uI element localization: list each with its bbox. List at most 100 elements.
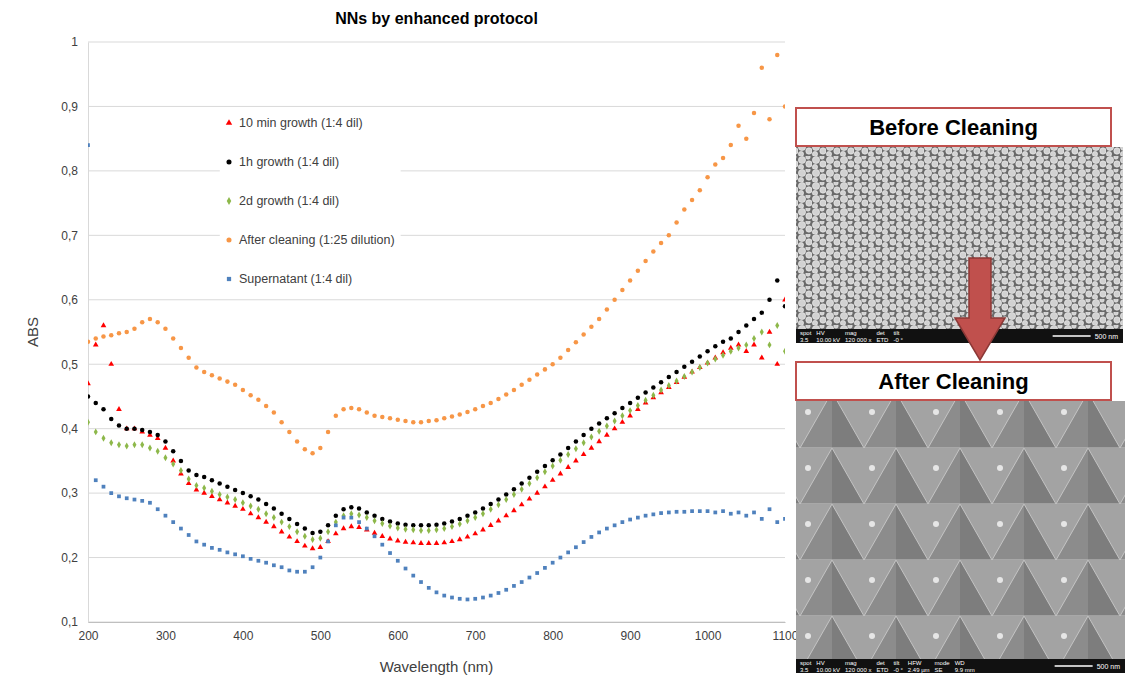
data-point xyxy=(326,528,330,535)
data-point xyxy=(589,426,594,431)
data-point xyxy=(232,503,238,508)
legend: 10 min growth (1:4 dil)1h growth (1:4 di… xyxy=(220,110,401,292)
data-point xyxy=(257,559,261,563)
data-point xyxy=(759,354,765,359)
image-title-box xyxy=(796,108,1111,146)
x-axis-title: Wavelength (nm) xyxy=(380,658,494,675)
data-point xyxy=(488,502,493,507)
data-point xyxy=(410,539,416,544)
data-point xyxy=(566,451,570,458)
data-point xyxy=(674,370,679,375)
data-point xyxy=(783,104,785,109)
data-point xyxy=(310,531,315,536)
data-point xyxy=(280,519,284,526)
data-point xyxy=(287,569,291,573)
data-point xyxy=(767,117,772,122)
data-point xyxy=(264,561,268,565)
series xyxy=(88,296,785,550)
data-point xyxy=(272,410,277,415)
data-point xyxy=(241,554,245,558)
x-tick: 500 xyxy=(311,622,331,643)
info-label: det xyxy=(876,660,885,666)
data-point xyxy=(675,510,679,514)
data-point xyxy=(326,430,331,435)
data-point xyxy=(705,349,710,354)
data-point xyxy=(349,516,353,520)
data-point xyxy=(287,517,292,522)
data-point xyxy=(139,429,145,434)
data-point xyxy=(752,111,757,116)
data-point xyxy=(264,510,268,517)
data-point xyxy=(88,143,90,147)
y-tick-label: 0,7 xyxy=(61,229,78,243)
series xyxy=(88,322,785,543)
data-point xyxy=(535,372,540,377)
data-point xyxy=(737,345,741,352)
grid xyxy=(88,42,785,622)
data-point xyxy=(481,404,486,409)
grid-line xyxy=(88,299,785,300)
info-value: 120 000 x xyxy=(845,667,871,673)
x-axis-line xyxy=(89,622,786,623)
data-point xyxy=(302,543,308,548)
image-panel: spot3.5HV10.00 kVmag120 000 xdetETDtilt-… xyxy=(796,362,1125,673)
y-tick-label: 0,8 xyxy=(61,164,78,178)
data-point xyxy=(605,423,609,430)
data-point xyxy=(682,510,686,514)
data-point xyxy=(752,335,756,342)
data-point xyxy=(109,491,113,495)
data-point xyxy=(612,411,617,416)
data-point xyxy=(774,361,780,366)
data-point xyxy=(744,323,749,328)
data-point xyxy=(210,478,215,483)
data-point xyxy=(218,548,222,552)
data-point xyxy=(334,414,339,419)
data-point xyxy=(272,563,276,567)
data-point xyxy=(643,390,648,395)
y-tick: 0,9 xyxy=(61,100,88,114)
data-point xyxy=(442,525,446,532)
data-point xyxy=(356,524,362,529)
info-value: ETD xyxy=(876,667,889,673)
data-point xyxy=(558,452,563,457)
data-point xyxy=(396,524,400,531)
data-point xyxy=(287,430,292,435)
data-point xyxy=(542,483,548,488)
chart-title: NNs by enhanced protocol xyxy=(335,10,538,27)
data-point xyxy=(124,426,129,431)
data-point xyxy=(504,588,508,592)
data-point xyxy=(496,518,502,523)
data-point xyxy=(163,439,168,444)
data-point xyxy=(148,501,152,505)
data-point xyxy=(566,348,571,353)
data-point xyxy=(179,467,183,474)
data-point xyxy=(303,447,308,452)
data-point xyxy=(566,446,571,451)
x-tick: 400 xyxy=(233,622,253,643)
data-point xyxy=(132,327,137,332)
data-point xyxy=(279,511,284,516)
data-point xyxy=(124,425,130,430)
data-point xyxy=(372,530,378,535)
data-point xyxy=(249,557,253,561)
data-point xyxy=(744,514,748,518)
data-point xyxy=(357,520,361,524)
data-point xyxy=(466,598,470,602)
data-point xyxy=(488,522,494,527)
data-point xyxy=(775,322,779,329)
data-point xyxy=(194,365,199,370)
data-point xyxy=(768,507,772,511)
data-point xyxy=(272,514,276,521)
data-point xyxy=(458,521,462,528)
data-point xyxy=(597,421,602,426)
data-point xyxy=(441,539,447,544)
data-point xyxy=(419,527,423,534)
data-point xyxy=(364,527,370,532)
data-point xyxy=(558,356,563,361)
data-point xyxy=(644,514,648,518)
data-point xyxy=(590,535,594,539)
data-point xyxy=(504,496,508,503)
data-point xyxy=(597,531,601,535)
data-point xyxy=(287,534,293,539)
x-tick: 600 xyxy=(388,622,408,643)
